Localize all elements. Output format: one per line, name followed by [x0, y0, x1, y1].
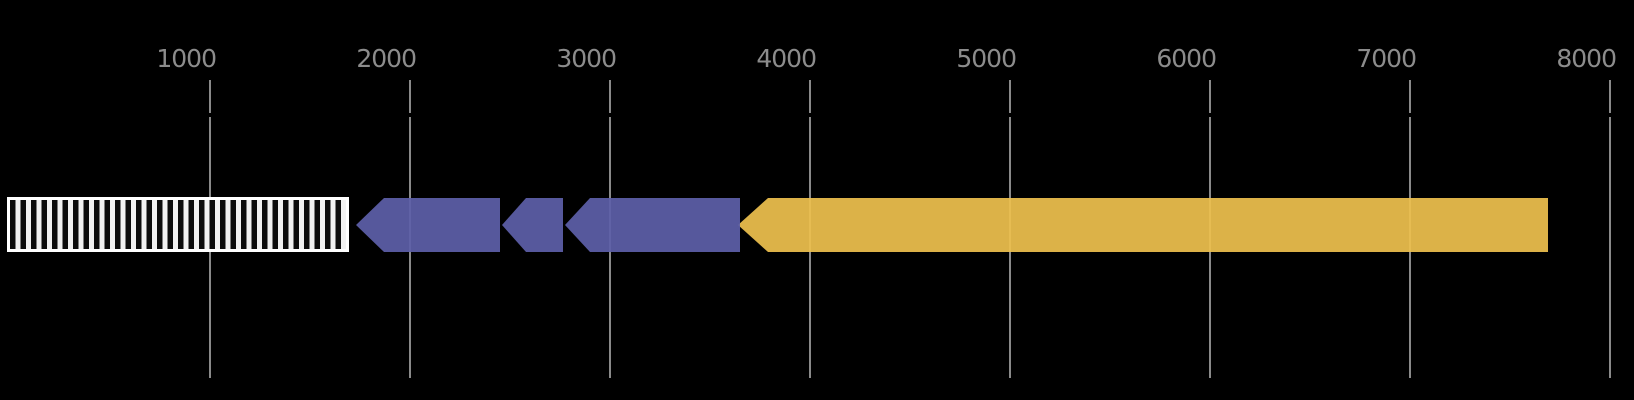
axis-tick-mark	[1609, 80, 1611, 113]
axis-tick-label: 7000	[1356, 44, 1417, 73]
axis-tick-mark	[1209, 80, 1211, 113]
axis-tick-mark	[1409, 80, 1411, 113]
axis-tick-label: 1000	[156, 44, 217, 73]
axis-tick-mark	[1009, 80, 1011, 113]
axis-tick-mark	[609, 80, 611, 113]
feature-gene-2	[502, 198, 563, 252]
axis-tick-mark	[809, 80, 811, 113]
axis-tick-label: 2000	[356, 44, 417, 73]
axis-tick-mark	[409, 80, 411, 113]
gridline	[1609, 117, 1611, 378]
axis-tick-mark	[209, 80, 211, 113]
axis-tick-label: 4000	[756, 44, 817, 73]
feature-hatched-region	[7, 197, 349, 252]
feature-gene-4	[738, 198, 1548, 252]
axis-tick-label: 8000	[1556, 44, 1617, 73]
axis-tick-label: 5000	[956, 44, 1017, 73]
feature-gene-1	[356, 198, 500, 252]
axis-tick-label: 3000	[556, 44, 617, 73]
axis-tick-label: 6000	[1156, 44, 1217, 73]
feature-gene-3	[565, 198, 740, 252]
